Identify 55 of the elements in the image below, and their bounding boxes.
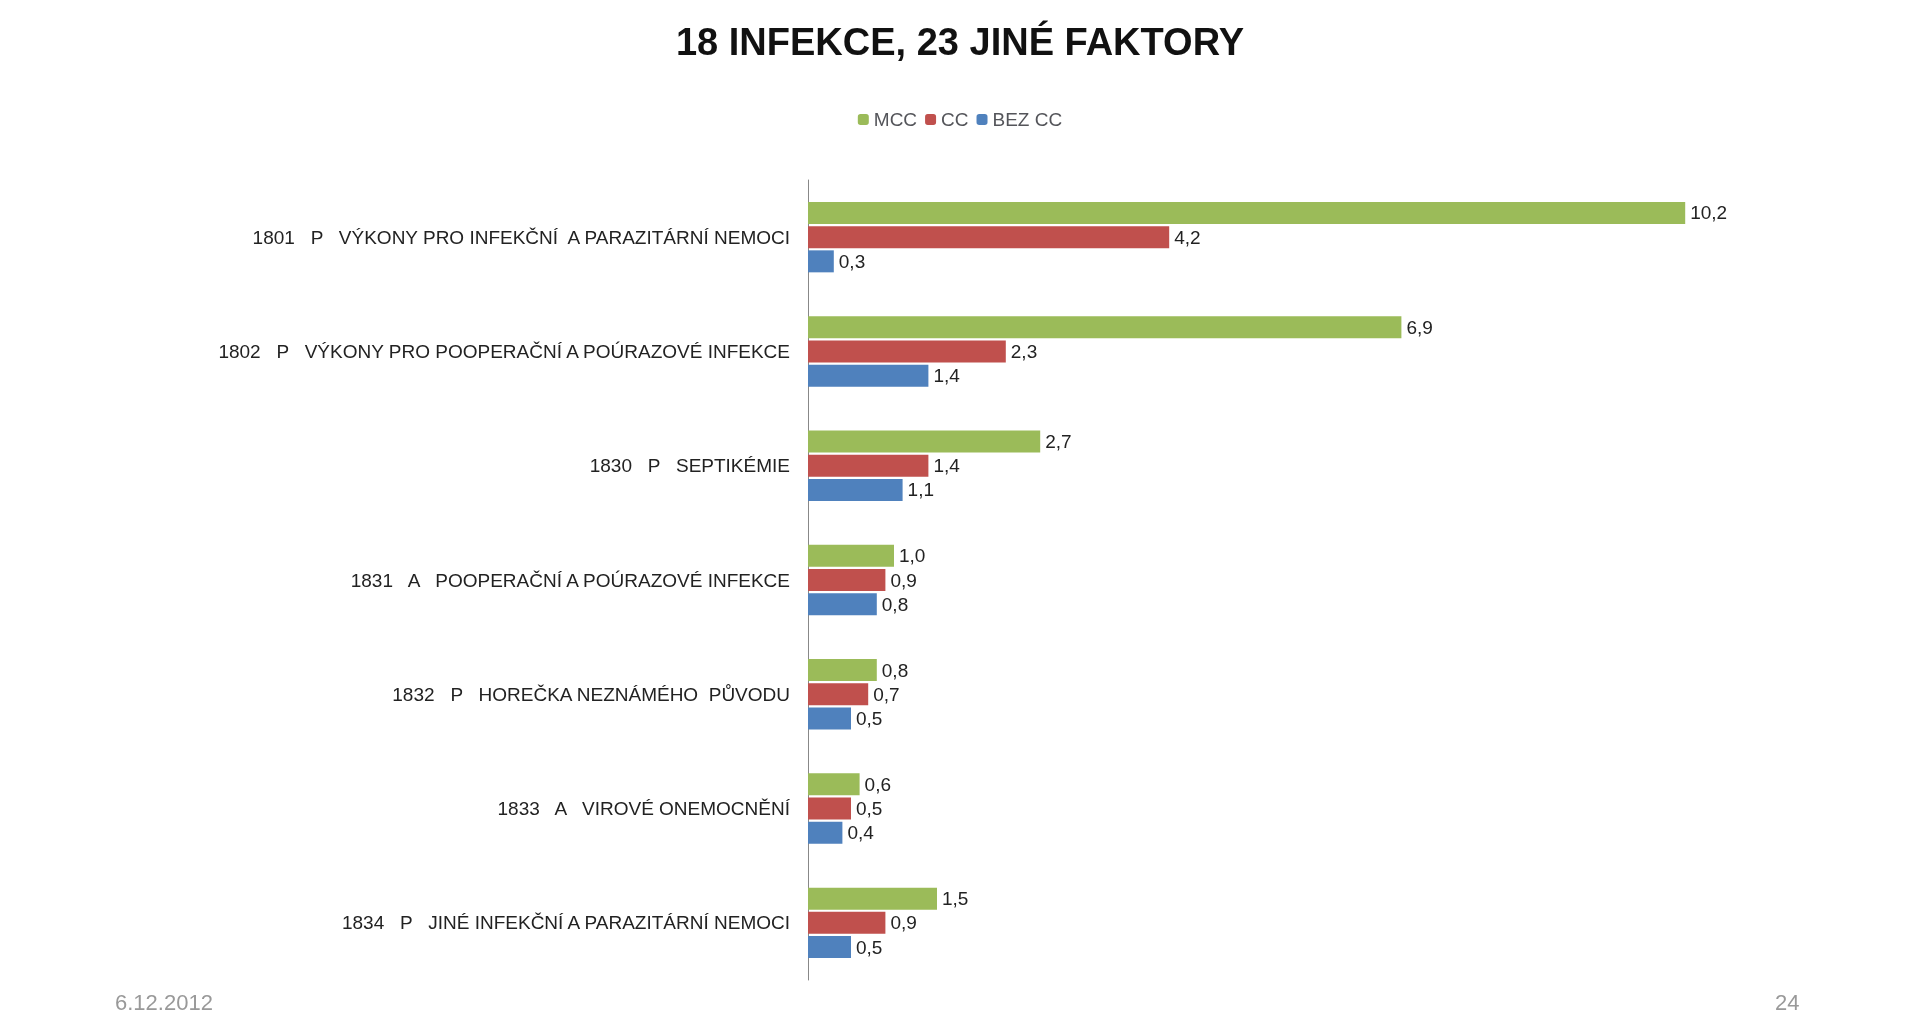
bar [808,201,1686,224]
data-label: 10,2 [1690,202,1728,224]
data-label: 6,9 [1406,316,1433,338]
bar [808,250,834,273]
data-label: 1,4 [933,365,961,387]
bar [808,316,1402,339]
y-tick-label: 1834 P JINÉ INFEKČNÍ A PARAZITÁRNÍ NEMOCI [341,912,790,934]
data-label: 0,3 [838,250,866,272]
data-label: 0,6 [864,773,892,795]
data-label: 0,9 [890,569,917,591]
bar [808,226,1170,249]
legend-label: MCC [873,109,918,130]
bar [808,936,851,959]
data-label: 0,9 [890,912,917,934]
data-label: 0,8 [881,593,909,615]
bar [808,544,894,567]
data-label: 0,4 [847,822,875,844]
chart-title: 18 INFEKCE, 23 JINÉ FAKTORY [675,20,1245,63]
bar [808,340,1006,363]
data-label: 1,1 [907,479,935,501]
data-label: 1,4 [933,455,961,477]
text: 24 [1775,990,1800,1016]
y-tick-label: 1832 P HOREČKA NEZNÁMÉHO PŮVODU [392,683,790,705]
bar [808,364,929,387]
y-tick-label: 1830 P SEPTIKÉMIE [589,455,790,477]
data-label: 0,7 [873,683,900,705]
bar [808,773,860,796]
data-label: 1,0 [899,545,926,567]
bar [808,887,937,910]
bar [808,797,851,820]
bar [808,430,1041,453]
bar [808,569,886,591]
y-tick-label: 1831 A POOPERAČNÍ A POÚRAZOVÉ INFEKCE [350,569,790,591]
data-label: 0,5 [856,798,883,820]
data-label: 0,5 [856,936,883,958]
y-tick-label: 1802 P VÝKONY PRO POOPERAČNÍ A POÚRAZOVÉ INFEKCE [218,340,790,362]
y-tick-label: 1801 P VÝKONY PRO INFEKČNÍ A PARAZITÁRNÍ NEMOCI [252,226,790,248]
bar [808,454,929,477]
legend-label: CC [941,109,969,130]
bar [808,683,869,706]
data-label: 2,7 [1045,431,1072,453]
legend-label: BEZ CC [992,109,1063,130]
data-label: 2,3 [1010,340,1038,362]
data-label: 1,5 [942,888,969,910]
data-label: 0,8 [881,659,909,681]
bar [808,911,886,934]
data-label: 4,2 [1174,226,1201,248]
bar [808,821,843,844]
bar [808,659,877,682]
bar [808,478,903,501]
bar [808,593,877,616]
bar [808,707,851,730]
text: 6.12.2012 [115,990,213,1016]
y-tick-label: 1833 A VIROVÉ ONEMOCNĚNÍ [497,798,791,820]
data-label: 0,5 [856,707,883,729]
